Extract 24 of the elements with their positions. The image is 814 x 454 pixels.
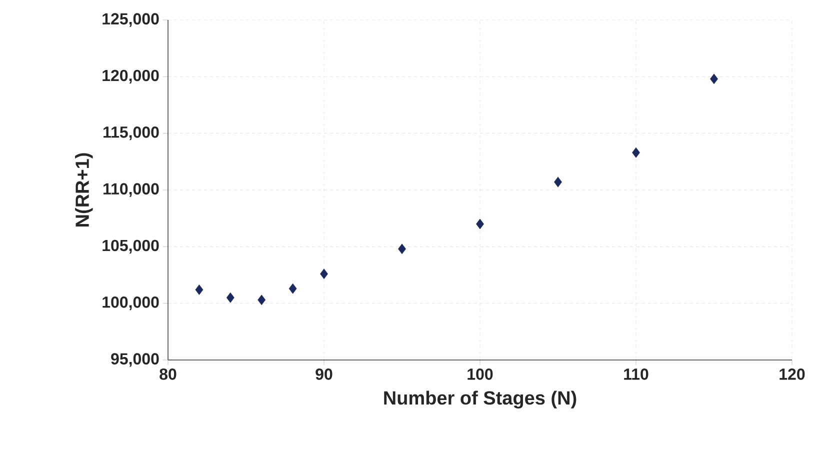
point xyxy=(195,284,204,295)
point xyxy=(476,218,484,230)
point xyxy=(632,147,640,158)
x-tick-label: 120 xyxy=(780,368,805,380)
y-tick-label: 125,000 xyxy=(102,13,159,27)
y-tick-label: 110,000 xyxy=(104,183,159,197)
x-tick-label: 80 xyxy=(160,368,176,380)
point xyxy=(710,74,718,84)
y-tick-label: 115,000 xyxy=(104,126,159,140)
x-tick-label: 110 xyxy=(624,368,648,380)
x-axis-title: Number of Stages (N) xyxy=(384,390,576,409)
y-tick-label: 105,000 xyxy=(102,240,159,254)
y-axis-title: N(RR+1) xyxy=(75,153,93,226)
point xyxy=(226,292,234,303)
point xyxy=(398,244,406,254)
y-tick-label: 120,000 xyxy=(102,70,159,84)
x-tick-label: 100 xyxy=(468,368,493,380)
x-tick-label: 90 xyxy=(316,368,332,380)
point xyxy=(288,283,297,294)
y-tick-label: 100,000 xyxy=(102,296,159,310)
y-tick-label: 95,000 xyxy=(111,353,159,367)
point xyxy=(554,176,562,188)
point xyxy=(258,294,266,306)
point xyxy=(320,268,328,280)
